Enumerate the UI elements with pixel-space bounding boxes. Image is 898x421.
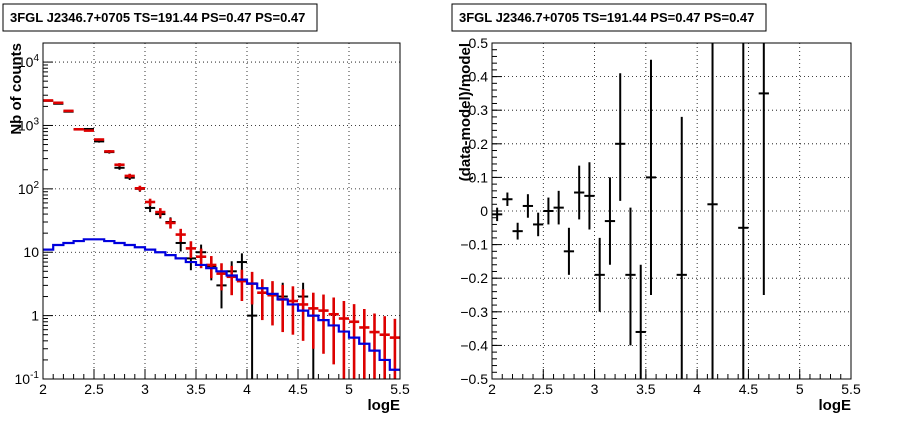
y-tick-label: 0.1 <box>469 169 489 185</box>
x-tick-label: 2 <box>39 381 47 397</box>
x-tick-label: 2.5 <box>534 381 554 397</box>
y-tick-label: −0.5 <box>460 371 488 387</box>
y-tick-label: 10 <box>23 244 39 260</box>
residuals-plot-area <box>492 43 769 379</box>
counts-title-box <box>2 3 318 32</box>
y-tick-label: −0.4 <box>460 337 488 353</box>
residuals-y-axis-label: (data-model)/model <box>457 43 474 181</box>
x-tick-label: 2 <box>488 381 496 397</box>
residuals-x-ticks: 2 2.5 3 3.5 4 4.5 5 5.5 <box>488 369 861 397</box>
counts-frame <box>42 42 401 380</box>
residuals-title: 3FGL J2346.7+0705 TS=191.44 PS=0.47 PS=0… <box>459 10 754 25</box>
x-tick-label: 4 <box>693 381 701 397</box>
counts-y-axis-label: Nb of counts <box>8 43 25 135</box>
y-tick-label: −0.1 <box>460 237 488 253</box>
y-tick-label: −0.3 <box>460 304 488 320</box>
x-tick-label: 5.5 <box>841 381 861 397</box>
model-histogram-line <box>43 238 400 371</box>
y-tick-label: 0 <box>480 203 488 219</box>
x-tick-label: 4 <box>243 381 251 397</box>
x-tick-label: 5 <box>345 381 353 397</box>
x-tick-label: 5 <box>796 381 804 397</box>
y-tick-label: 10-1 <box>15 370 40 387</box>
y-tick-label: 0.4 <box>469 69 489 85</box>
residuals-plot: 3FGL J2346.7+0705 TS=191.44 PS=0.47 PS=0… <box>451 3 861 414</box>
y-tick-label: −0.2 <box>460 270 488 286</box>
residuals-y-ticks: −0.5 −0.4 −0.3 −0.2 −0.1 0 0.1 0.2 0.3 0.4 0.5 <box>460 35 502 387</box>
x-tick-label: 4.5 <box>288 381 308 397</box>
counts-plot-area <box>43 99 400 379</box>
y-tick-label: 1 <box>31 308 39 324</box>
y-tick-label: 0.5 <box>469 35 489 51</box>
counts-plot: 3FGL J2346.7+0705 TS=191.44 PS=0.47 PS=0… <box>2 3 410 414</box>
x-tick-label: 3 <box>591 381 599 397</box>
y-tick-label: 0.2 <box>469 136 489 152</box>
y-tick-label: 0.3 <box>469 102 489 118</box>
counts-x-axis-label: logE <box>368 397 401 414</box>
y-tick-label: 103 <box>18 116 40 133</box>
counts-y-ticks: 10-1 1 10 102 103 104 <box>15 53 53 387</box>
y-tick-label: 102 <box>18 180 40 197</box>
x-tick-label: 2.5 <box>84 381 104 397</box>
counts-title: 3FGL J2346.7+0705 TS=191.44 PS=0.47 PS=0… <box>10 10 305 25</box>
x-tick-label: 4.5 <box>739 381 759 397</box>
y-tick-label: 104 <box>18 53 40 70</box>
residuals-x-axis-label: logE <box>819 397 852 414</box>
counts-grid <box>43 43 400 379</box>
x-tick-label: 5.5 <box>390 381 410 397</box>
x-tick-label: 3.5 <box>186 381 206 397</box>
x-tick-label: 3 <box>141 381 149 397</box>
residuals-title-box <box>451 3 767 32</box>
counts-x-ticks: 2 2.5 3 3.5 4 4.5 5 5.5 <box>39 369 410 397</box>
x-tick-label: 3.5 <box>636 381 656 397</box>
